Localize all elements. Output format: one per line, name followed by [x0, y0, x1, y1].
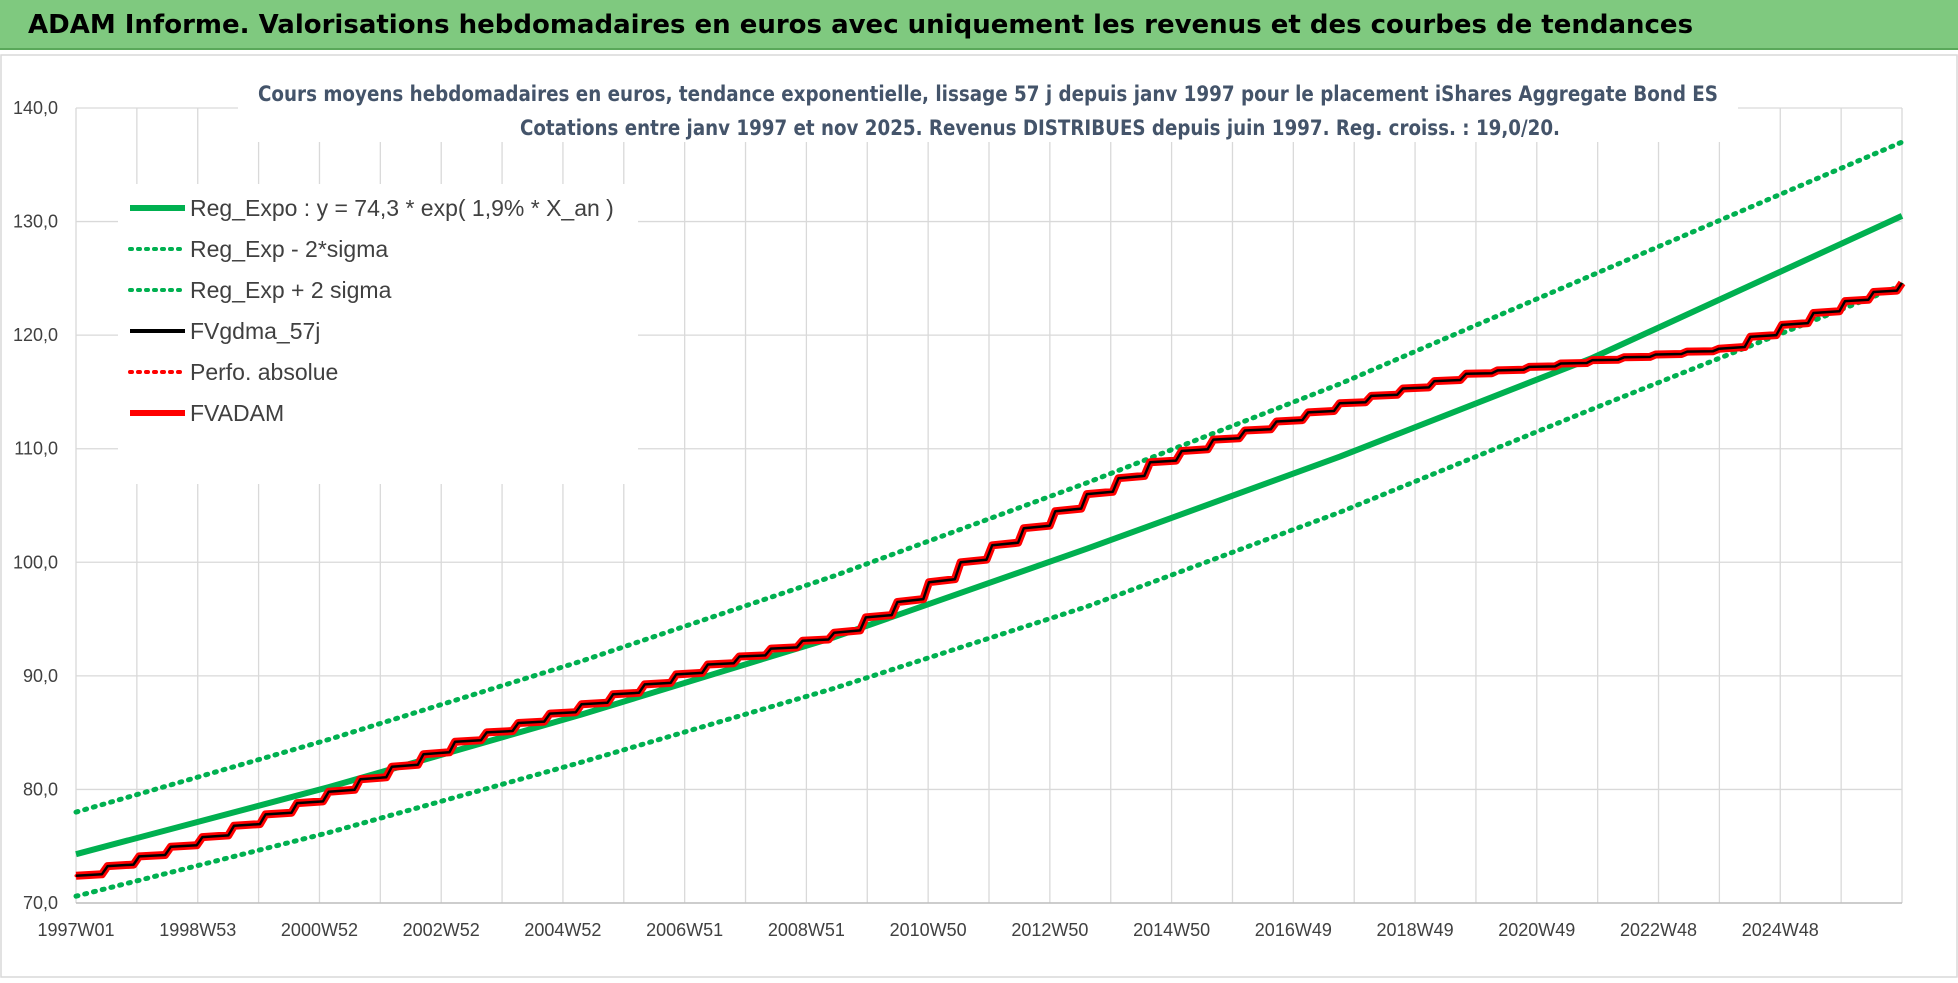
series-line-1: [73, 282, 1905, 899]
y-tick-label: 80,0: [23, 779, 58, 799]
y-tick-label: 120,0: [13, 325, 58, 345]
x-tick-label: 2018W49: [1377, 920, 1454, 940]
x-tick-label: 2004W52: [524, 920, 601, 940]
legend-label-3: FVgdma_57j: [190, 318, 320, 344]
x-tick-label: 2008W51: [768, 920, 845, 940]
chart-legend: Reg_Expo : y = 74,3 * exp( 1,9% * X_an )…: [128, 195, 614, 426]
line-chart: 70,0 80,0 90,0 100,0 110,0 120,0 130,0 140,0 199…: [0, 54, 1958, 978]
chart-subtitle: Cotations entre janv 1997 et nov 2025. R…: [520, 116, 1560, 140]
x-tick-label: 1998W53: [159, 920, 236, 940]
legend-label-0: Reg_Expo : y = 74,3 * exp( 1,9% * X_an ): [190, 195, 614, 221]
page-banner-title: ADAM Informe. Valorisations hebdomadaire…: [0, 0, 1958, 50]
x-tick-label: 2012W50: [1011, 920, 1088, 940]
y-tick-label: 70,0: [23, 893, 58, 913]
chart-series: [73, 139, 1906, 899]
x-tick-label: 2022W48: [1620, 920, 1697, 940]
y-tick-label: 130,0: [13, 212, 58, 232]
legend-label-5: FVADAM: [190, 400, 284, 426]
x-tick-label: 2006W51: [646, 920, 723, 940]
legend-label-4: Perfo. absolue: [190, 359, 338, 385]
x-tick-label: 2014W50: [1133, 920, 1210, 940]
legend-label-2: Reg_Exp + 2 sigma: [190, 277, 392, 303]
series-line-3: [75, 282, 1904, 877]
y-tick-label: 100,0: [13, 552, 58, 572]
series-line-2: [73, 139, 1905, 815]
x-tick-label: 2024W48: [1742, 920, 1819, 940]
x-tick-label: 2010W50: [890, 920, 967, 940]
chart-title: Cours moyens hebdomadaires en euros, ten…: [258, 82, 1718, 106]
x-tick-label: 2000W52: [281, 920, 358, 940]
x-tick-label: 2002W52: [403, 920, 480, 940]
x-tick-label: 2016W49: [1255, 920, 1332, 940]
y-tick-label: 90,0: [23, 666, 58, 686]
chart-axes: 70,0 80,0 90,0 100,0 110,0 120,0 130,0 140,0 199…: [13, 98, 1902, 940]
y-tick-label: 140,0: [13, 98, 58, 118]
legend-label-1: Reg_Exp - 2*sigma: [190, 236, 388, 262]
x-tick-label: 2020W49: [1498, 920, 1575, 940]
y-tick-label: 110,0: [14, 439, 58, 459]
x-tick-label: 1997W01: [37, 920, 114, 940]
chart-area: 70,0 80,0 90,0 100,0 110,0 120,0 130,0 140,0 199…: [0, 54, 1958, 978]
